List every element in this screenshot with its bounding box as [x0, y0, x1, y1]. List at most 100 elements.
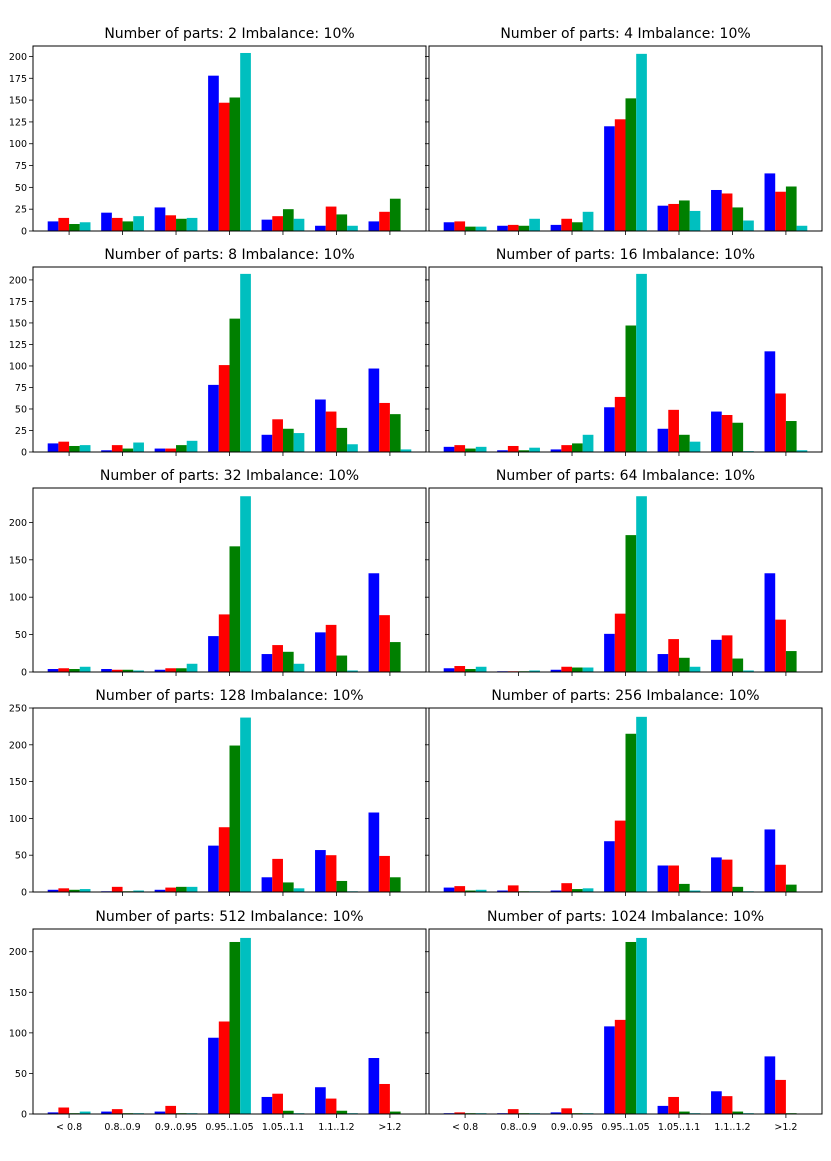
bar-series-1-2: [497, 890, 508, 892]
bar-series-4-5: [689, 890, 701, 892]
bar-series-4-3: [186, 440, 198, 452]
bar-series-1-7: [368, 221, 380, 231]
y-tick-label: 75: [15, 161, 27, 172]
bar-series-1-3: [550, 890, 562, 892]
y-tick-label: 75: [15, 383, 27, 394]
bar-series-1-1: [443, 887, 455, 892]
bar-series-1-1: [47, 221, 59, 231]
y-tick-label: 0: [21, 888, 27, 899]
bar-series-2-2: [507, 1109, 519, 1114]
bar-series-4-2: [529, 670, 540, 672]
bar-series-3-6: [336, 1110, 348, 1114]
bar-series-3-6: [336, 214, 348, 231]
plot-frame: [428, 707, 823, 893]
bar-series-1-1: [47, 443, 59, 452]
bar-series-1-4: [208, 845, 219, 892]
bar-series-4-6: [347, 444, 358, 452]
bar-series-2-4: [218, 1021, 230, 1114]
panel-parts-64: Number of parts: 64 Imbalance: 10%: [425, 468, 823, 676]
bar-series-1-6: [315, 1087, 326, 1114]
bar-series-4-5: [689, 210, 701, 231]
bar-series-4-1: [475, 226, 487, 231]
bar-series-4-4: [240, 717, 251, 892]
bar-series-2-6: [721, 1096, 733, 1114]
bar-series-3-7: [389, 414, 401, 452]
bar-series-2-4: [218, 102, 230, 231]
bar-series-1-7: [764, 173, 776, 231]
bar-series-1-7: [368, 812, 380, 892]
bar-series-1-6: [711, 639, 722, 672]
bar-series-3-1: [465, 226, 476, 231]
y-tick-label: 200: [9, 740, 27, 751]
bar-series-3-4: [229, 941, 241, 1114]
plot-frame: [428, 266, 823, 453]
bar-series-1-5: [261, 877, 273, 892]
panel-title: Number of parts: 512 Imbalance: 10%: [95, 909, 363, 925]
bar-series-4-5: [293, 218, 305, 231]
x-tick-label: 1.1..1.2: [318, 1122, 354, 1133]
bar-series-3-2: [122, 669, 134, 672]
plot-frame: [32, 487, 427, 673]
bar-series-1-3: [550, 449, 562, 452]
bar-series-3-3: [572, 667, 583, 672]
bar-series-2-4: [614, 1019, 626, 1114]
bar-series-2-5: [272, 858, 283, 892]
x-tick-label: 0.9..0.95: [551, 1122, 593, 1133]
bar-series-4-3: [582, 667, 594, 672]
bar-series-3-7: [389, 1111, 401, 1114]
bar-series-4-4: [240, 52, 251, 232]
bar-series-2-4: [218, 827, 230, 892]
bar-series-1-5: [657, 654, 669, 672]
bar-series-4-7: [400, 449, 412, 452]
bar-series-4-1: [475, 889, 487, 892]
panel-title: Number of parts: 4 Imbalance: 10%: [500, 26, 750, 42]
bar-series-3-7: [785, 884, 797, 892]
bar-series-3-3: [176, 445, 187, 452]
plot-frame: [32, 707, 427, 893]
bar-series-2-5: [668, 639, 679, 672]
bar-series-4-3: [186, 663, 198, 672]
bar-series-1-7: [764, 351, 776, 452]
bar-series-2-1: [58, 668, 70, 672]
bar-series-1-7: [368, 1058, 380, 1114]
bar-series-4-5: [293, 888, 305, 892]
bar-series-1-7: [368, 573, 380, 672]
bar-series-4-4: [636, 496, 647, 672]
bar-series-1-4: [604, 1026, 615, 1114]
bar-series-3-5: [282, 1110, 294, 1114]
bar-series-3-1: [465, 448, 476, 452]
bar-series-2-1: [454, 886, 466, 892]
bar-series-3-5: [678, 883, 690, 892]
panel-title: Number of parts: 1024 Imbalance: 10%: [487, 909, 764, 925]
bar-series-2-4: [614, 119, 626, 231]
bar-series-2-4: [218, 365, 230, 452]
bar-series-1-6: [315, 399, 326, 452]
bar-series-4-3: [186, 886, 198, 892]
bar-series-2-3: [561, 666, 573, 672]
bar-series-2-5: [272, 1093, 283, 1114]
bar-series-4-5: [293, 433, 305, 452]
bar-series-4-4: [636, 273, 647, 452]
bar-series-3-6: [336, 655, 348, 672]
bar-series-2-3: [561, 883, 573, 892]
bar-series-1-2: [497, 450, 508, 452]
bar-series-2-1: [58, 1107, 70, 1114]
bar-series-3-4: [229, 97, 241, 232]
bar-series-2-7: [775, 864, 786, 892]
bar-series-1-3: [550, 669, 562, 672]
panel-parts-4: Number of parts: 4 Imbalance: 10%: [425, 26, 823, 235]
x-tick-label: 0.8..0.9: [500, 1122, 536, 1133]
y-tick-label: 0: [21, 227, 27, 238]
bar-series-2-1: [58, 441, 70, 452]
bar-series-1-1: [47, 669, 59, 672]
bar-series-3-1: [69, 224, 80, 231]
panel-title: Number of parts: 8 Imbalance: 10%: [104, 247, 354, 263]
bar-series-1-3: [154, 207, 166, 231]
bar-series-1-6: [711, 411, 722, 452]
bar-series-3-1: [69, 445, 80, 452]
bar-series-1-3: [550, 1112, 562, 1114]
bar-series-1-4: [208, 384, 219, 452]
bar-series-2-5: [668, 409, 679, 452]
y-tick-label: 100: [9, 814, 27, 825]
